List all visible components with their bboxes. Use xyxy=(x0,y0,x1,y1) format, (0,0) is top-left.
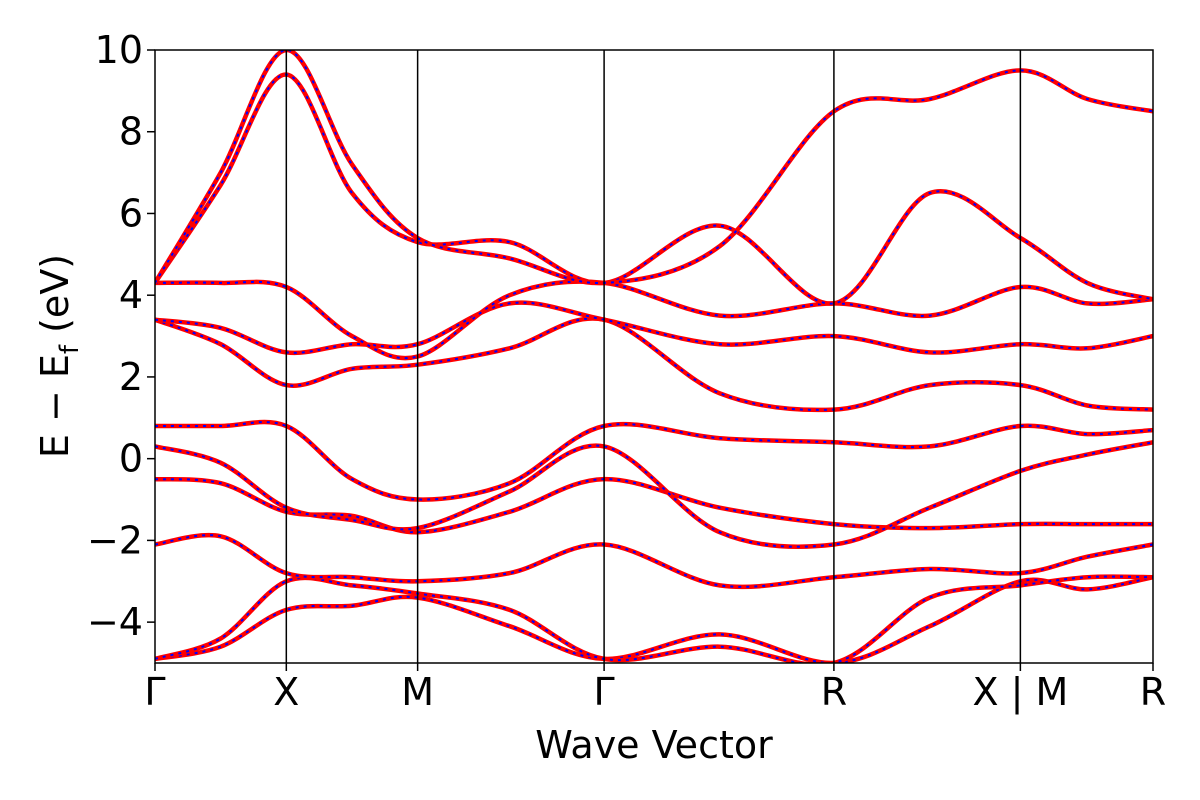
band-line-9 xyxy=(155,72,1153,306)
band-overlay-9 xyxy=(155,73,1153,305)
y-axis-ticks: −4 −2 0 2 4 6 8 10 xyxy=(87,28,155,644)
band-line-2 xyxy=(155,532,1153,590)
band-overlay-4 xyxy=(155,441,1153,548)
band-overlay-3 xyxy=(155,478,1153,534)
band-overlay-10 xyxy=(155,50,1153,284)
y-tick-label: −2 xyxy=(87,518,143,562)
x-tick-label: M xyxy=(401,670,434,714)
band-line-3 xyxy=(155,476,1153,535)
x-tick-label: X xyxy=(273,670,299,714)
band-line-7 xyxy=(155,300,1153,356)
y-tick-label: 8 xyxy=(119,110,143,154)
y-tick-label: 6 xyxy=(119,191,143,235)
y-axis-label-sub: f xyxy=(55,344,85,354)
y-axis-label-unit: (eV) xyxy=(33,254,77,345)
y-axis-label-main: E − E xyxy=(33,354,77,458)
band-overlay-0 xyxy=(155,576,1153,663)
plot-frame xyxy=(154,49,1154,664)
y-tick-label: 4 xyxy=(119,273,143,317)
band-lines xyxy=(155,50,1153,663)
x-tick-label: R xyxy=(1140,670,1166,714)
band-line-4 xyxy=(155,440,1153,550)
x-tick-label: Γ xyxy=(144,670,165,714)
band-overlay-5 xyxy=(155,421,1153,501)
x-tick-label: X | M xyxy=(972,670,1068,715)
y-tick-label: 2 xyxy=(119,355,143,399)
high-symmetry-lines xyxy=(285,50,1022,663)
y-axis-label: E − Ef (eV) xyxy=(33,254,85,458)
band-line-0 xyxy=(155,574,1153,663)
y-tick-label: −4 xyxy=(87,600,143,644)
x-tick-label: R xyxy=(821,670,847,714)
x-axis-ticks: Γ X M Γ R X | M R xyxy=(144,663,1166,715)
x-tick-label: Γ xyxy=(594,670,615,714)
band-line-10 xyxy=(155,50,1153,286)
band-overlay-1 xyxy=(155,575,1153,663)
x-axis-label: Wave Vector xyxy=(535,723,773,767)
y-tick-label: 0 xyxy=(119,437,143,481)
y-tick-label: 10 xyxy=(95,28,143,72)
band-line-1 xyxy=(155,574,1153,663)
